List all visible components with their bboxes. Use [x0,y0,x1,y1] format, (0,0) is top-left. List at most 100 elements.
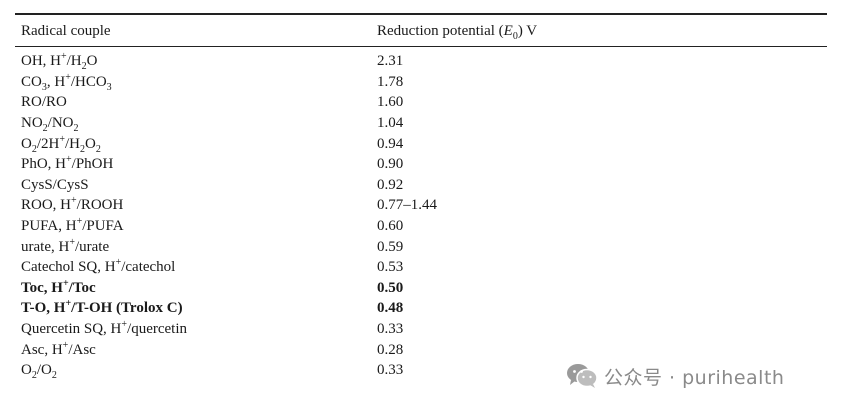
table-row: O2/2H+/H2O2 0.94 [15,133,827,154]
header-reduction-potential: Reduction potential (E0) V [377,22,538,42]
radical-couple-cell: RO/RO [15,93,377,111]
radical-couple-cell: PUFA, H+/PUFA [15,217,377,235]
couple-text: Catechol SQ, H [21,259,116,276]
couple-text: O [84,135,96,152]
watermark: 公众号 · purihealth [566,361,784,391]
subscript: 2 [31,370,37,382]
superscript: + [65,71,71,83]
reduction-potential-cell: 2.31 [377,53,404,70]
couple-text: /urate [74,238,110,255]
superscript: + [62,339,69,351]
wechat-icon [567,364,598,388]
superscript: + [62,277,69,289]
reduction-potential-cell: 0.33 [377,321,404,338]
subscript: 2 [31,143,37,155]
couple-text: /catechol [121,259,176,276]
table-row: Toc, H+/Toc 0.50 [15,278,827,299]
superscript: + [121,319,128,331]
radical-couple-cell: CO3, H+/HCO3 [15,71,377,93]
header-e-subscript: 0 [512,30,518,42]
table-row: RO/RO 1.60 [15,92,827,113]
subscript: 2 [79,143,85,155]
subscript: 3 [41,81,47,93]
table-row: CysS/CysS 0.92 [15,175,827,196]
superscript: + [66,154,72,166]
table-row: O2/O2 0.33 [15,360,827,381]
radical-couple-cell: CysS/CysS [15,176,377,194]
subscript: 2 [73,123,79,135]
couple-text: /HCO [70,73,107,90]
couple-text: O [21,362,32,379]
superscript: + [115,257,122,269]
header-e-symbol: E [503,22,513,39]
reduction-potential-cell: 1.04 [377,115,404,132]
subscript: 2 [81,61,87,73]
couple-text: /NO [47,115,74,132]
radical-couple-cell: Quercetin SQ, H+/quercetin [15,320,377,338]
reduction-potential-cell: 0.77–1.44 [377,197,437,214]
couple-text: /T-OH (Trolox C) [71,300,183,317]
radical-couple-cell: O2/2H+/H2O2 [15,134,377,155]
reduction-potential-cell: 0.28 [377,341,404,358]
reduction-potential-cell: 1.78 [377,73,404,90]
table-header-rule [15,46,827,47]
table-row: PhO, H+/PhOH 0.90 [15,154,827,175]
couple-text: PUFA, H [21,218,77,235]
couple-text: RO/RO [21,94,67,111]
couple-text: urate, H [21,238,70,255]
reduction-potential-cell: 0.53 [377,259,404,276]
subscript: 2 [42,123,48,135]
reduction-potential-cell: 0.48 [377,300,404,317]
couple-text: /H [66,53,82,70]
couple-text: OH, H [21,53,61,70]
superscript: + [76,216,83,228]
reduction-potential-cell: 0.50 [377,279,404,296]
couple-text: /O [36,362,52,379]
couple-text: CO [21,73,42,90]
table-row: ROO, H+/ROOH 0.77–1.44 [15,195,827,216]
superscript: + [65,298,72,310]
radical-couple-cell: T-O, H+/T-OH (Trolox C) [15,299,377,317]
couple-text: Toc, H [21,279,63,296]
radical-couple-cell: urate, H+/urate [15,237,377,256]
table-body: OH, H+/H2O 2.31 CO3, H+/HCO3 1.78 RO/RO 1.60 N… [15,47,827,381]
couple-text: O [21,135,32,152]
header-reduction-potential-text: Reduction potential ( [377,22,504,39]
table-row: OH, H+/H2O 2.31 [15,51,827,72]
header-unit-text: ) V [517,22,538,39]
reduction-potential-cell: 0.59 [377,238,404,255]
couple-text: /quercetin [127,321,188,338]
couple-text: ROO, H [21,197,72,214]
couple-text: O [86,53,98,70]
table-row: PUFA, H+/PUFA 0.60 [15,216,827,237]
radical-couple-cell: Toc, H+/Toc [15,277,377,297]
watermark-text: 公众号 · purihealth [604,366,785,389]
subscript: 2 [95,143,101,155]
couple-text: Asc, H [21,341,63,358]
table-row: T-O, H+/T-OH (Trolox C) 0.48 [15,298,827,319]
table-row: urate, H+/urate 0.59 [15,236,827,257]
table-row: Asc, H+/Asc 0.28 [15,339,827,360]
couple-text: /ROOH [76,197,124,214]
reduction-potential-cell: 0.94 [377,135,404,152]
radical-couple-cell: NO2/NO2 [15,114,377,135]
reduction-potential-cell: 0.33 [377,362,404,379]
superscript: + [71,195,77,207]
couple-text: /2H [36,135,60,152]
couple-text: , H [46,73,66,90]
radical-couple-cell: PhO, H+/PhOH [15,155,377,173]
couple-text: Quercetin SQ, H [21,321,122,338]
reduction-potential-cell: 0.92 [377,176,404,193]
radical-couple-cell: O2/O2 [15,361,377,382]
couple-text: NO [21,115,43,132]
reduction-potential-cell: 0.60 [377,218,404,235]
table-top-rule [15,13,827,15]
reduction-potential-cell: 1.60 [377,94,404,111]
superscript: + [61,51,67,63]
couple-text: /PUFA [82,218,124,235]
table-header-row: Radical couple Reduction potential (E0) … [15,15,827,46]
table-row: Quercetin SQ, H+/quercetin 0.33 [15,319,827,340]
radical-couple-cell: Catechol SQ, H+/catechol [15,258,377,276]
couple-text: /H [64,135,80,152]
couple-text: T-O, H [21,300,66,317]
